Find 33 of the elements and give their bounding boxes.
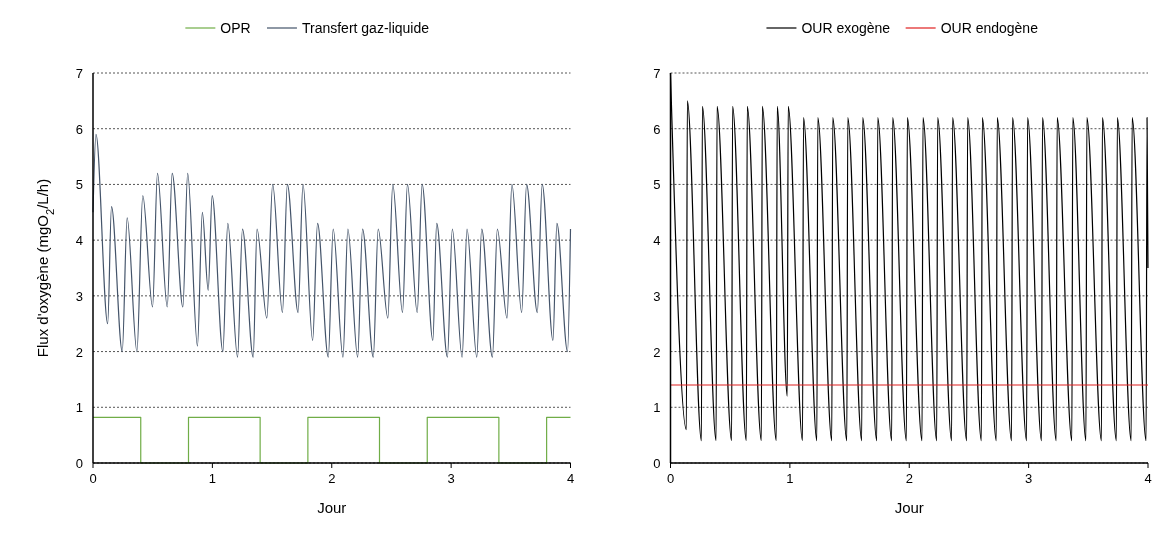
x-tick-label: 0 <box>666 471 675 486</box>
x-tick-label: 3 <box>1025 471 1033 486</box>
x-tick-label: 4 <box>1144 471 1152 486</box>
y-tick-label: 1 <box>75 400 83 416</box>
legend-label: OUR endogène <box>940 20 1039 36</box>
y-tick-label: 3 <box>653 288 661 304</box>
x-tick-label: 2 <box>905 471 913 486</box>
x-tick-label: 2 <box>328 471 336 486</box>
y-tick-label: 6 <box>653 121 661 137</box>
y-tick-label: 2 <box>75 344 83 360</box>
y-tick-label: 3 <box>75 288 83 304</box>
y-tick-label: 5 <box>653 177 661 193</box>
legend-label: OPR <box>220 20 251 36</box>
x-tick-label: 1 <box>208 471 216 486</box>
y-tick-label: 4 <box>653 233 661 249</box>
x-axis-title: Jour <box>317 499 347 516</box>
x-axis-title: Jour <box>894 499 924 516</box>
y-tick-label: 2 <box>653 344 661 360</box>
y-tick-label: 4 <box>75 233 83 249</box>
legend-label: Transfert gaz-liquide <box>301 20 430 36</box>
y-tick-label: 7 <box>653 66 661 81</box>
y-tick-label: 7 <box>75 66 83 81</box>
x-tick-label: 0 <box>89 471 97 486</box>
legend-label: OUR exogène <box>801 20 891 36</box>
x-tick-label: 1 <box>786 471 794 486</box>
y-tick-label: 0 <box>653 456 661 471</box>
y-tick-label: 1 <box>653 400 661 416</box>
y-tick-label: 0 <box>75 456 83 471</box>
y-tick-label: 6 <box>75 121 83 137</box>
x-tick-label: 3 <box>447 471 455 486</box>
y-tick-label: 5 <box>75 177 83 193</box>
x-tick-label: 4 <box>566 471 575 486</box>
line-series <box>92 133 572 358</box>
